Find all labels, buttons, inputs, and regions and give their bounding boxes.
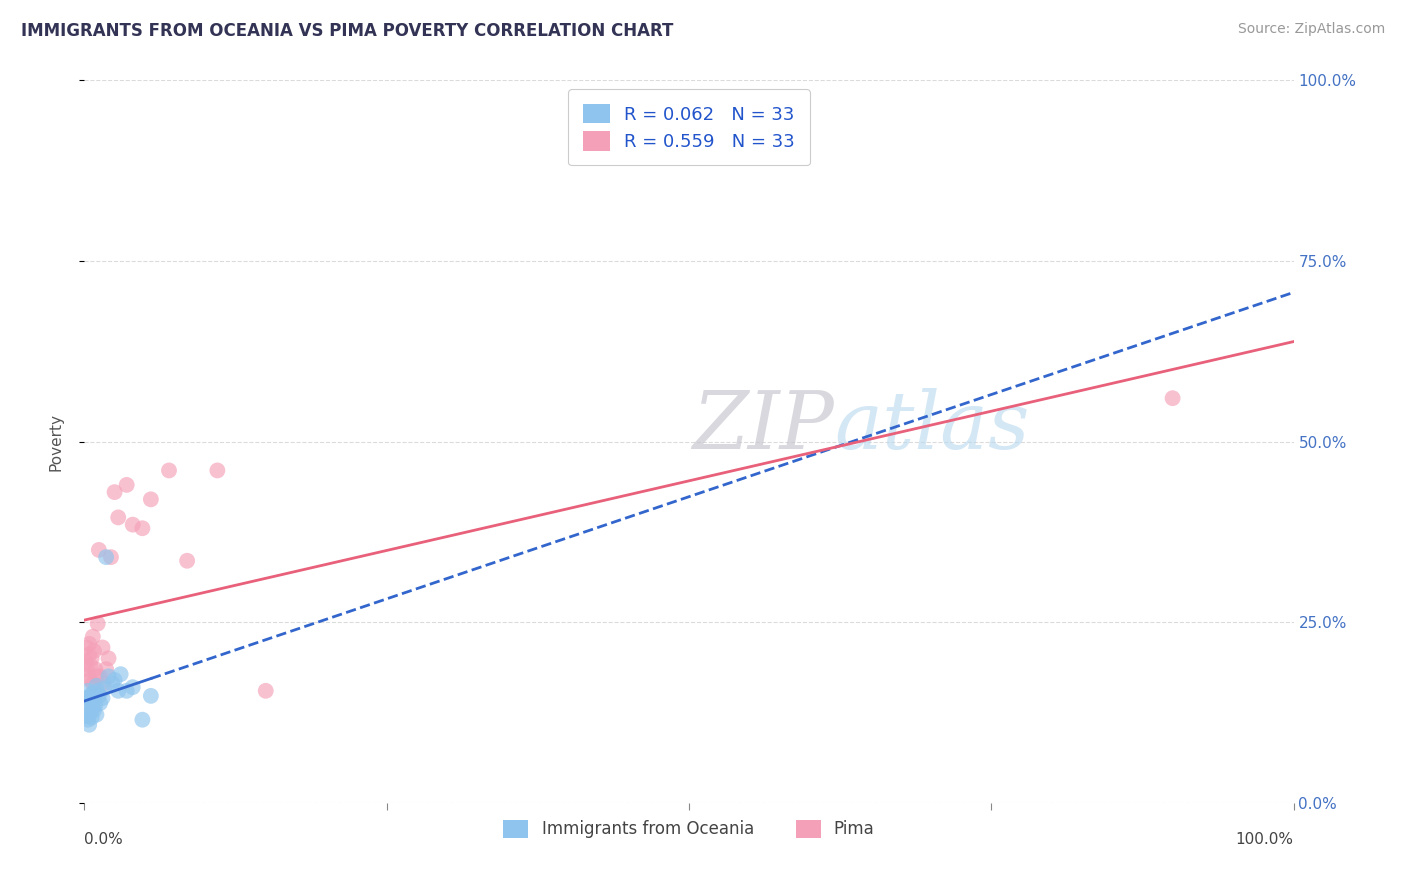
Text: 0.0%: 0.0% <box>84 831 124 847</box>
Text: atlas: atlas <box>834 388 1029 466</box>
Point <box>84 698 107 713</box>
Point <box>82 676 104 690</box>
Text: 100.0%: 100.0% <box>1236 831 1294 847</box>
Point <box>80 710 103 724</box>
Point <box>157 463 180 477</box>
Point <box>76 662 98 676</box>
Point <box>82 630 104 644</box>
Point <box>79 689 101 703</box>
Point <box>76 709 98 723</box>
Y-axis label: Poverty: Poverty <box>49 412 63 471</box>
Point <box>86 679 108 693</box>
Point <box>75 655 97 669</box>
Point <box>86 616 108 631</box>
Point <box>77 669 100 683</box>
Point <box>86 669 108 683</box>
Point <box>89 669 111 683</box>
Point <box>110 667 132 681</box>
Point <box>79 706 101 720</box>
Point <box>79 658 101 673</box>
Point <box>93 681 115 696</box>
Point <box>76 640 98 655</box>
Point <box>75 702 97 716</box>
Point <box>1161 391 1184 405</box>
Point <box>84 662 107 676</box>
Point <box>77 696 100 710</box>
Legend: Immigrants from Oceania, Pima: Immigrants from Oceania, Pima <box>496 813 882 845</box>
Point <box>139 689 162 703</box>
Point <box>91 640 114 655</box>
Point <box>107 683 129 698</box>
Point <box>80 693 103 707</box>
Point <box>86 707 108 722</box>
Point <box>115 478 138 492</box>
Point <box>104 485 127 500</box>
Text: Source: ZipAtlas.com: Source: ZipAtlas.com <box>1237 22 1385 37</box>
Text: ZIP: ZIP <box>692 388 834 466</box>
Point <box>207 463 229 477</box>
Point <box>83 691 105 706</box>
Point <box>100 550 122 565</box>
Point <box>254 683 277 698</box>
Point <box>97 669 120 683</box>
Point <box>77 648 100 662</box>
Point <box>107 510 129 524</box>
Point <box>97 651 120 665</box>
Point <box>131 521 153 535</box>
Point <box>131 713 153 727</box>
Point <box>86 683 108 698</box>
Point <box>80 651 103 665</box>
Point <box>121 680 143 694</box>
Point <box>104 673 127 687</box>
Point <box>94 550 117 565</box>
Point <box>77 637 100 651</box>
Point <box>77 683 100 698</box>
Text: IMMIGRANTS FROM OCEANIA VS PIMA POVERTY CORRELATION CHART: IMMIGRANTS FROM OCEANIA VS PIMA POVERTY … <box>21 22 673 40</box>
Point <box>87 542 110 557</box>
Point <box>176 554 198 568</box>
Point <box>87 689 110 703</box>
Point <box>101 676 124 690</box>
Point <box>139 492 162 507</box>
Point <box>82 686 104 700</box>
Point <box>121 517 143 532</box>
Point <box>115 683 138 698</box>
Point <box>91 691 114 706</box>
Point <box>77 713 100 727</box>
Point <box>94 662 117 676</box>
Point <box>93 676 115 690</box>
Point <box>83 644 105 658</box>
Point <box>77 718 100 732</box>
Point <box>82 700 104 714</box>
Point <box>89 696 111 710</box>
Point <box>76 691 98 706</box>
Point <box>83 703 105 717</box>
Point <box>79 673 101 687</box>
